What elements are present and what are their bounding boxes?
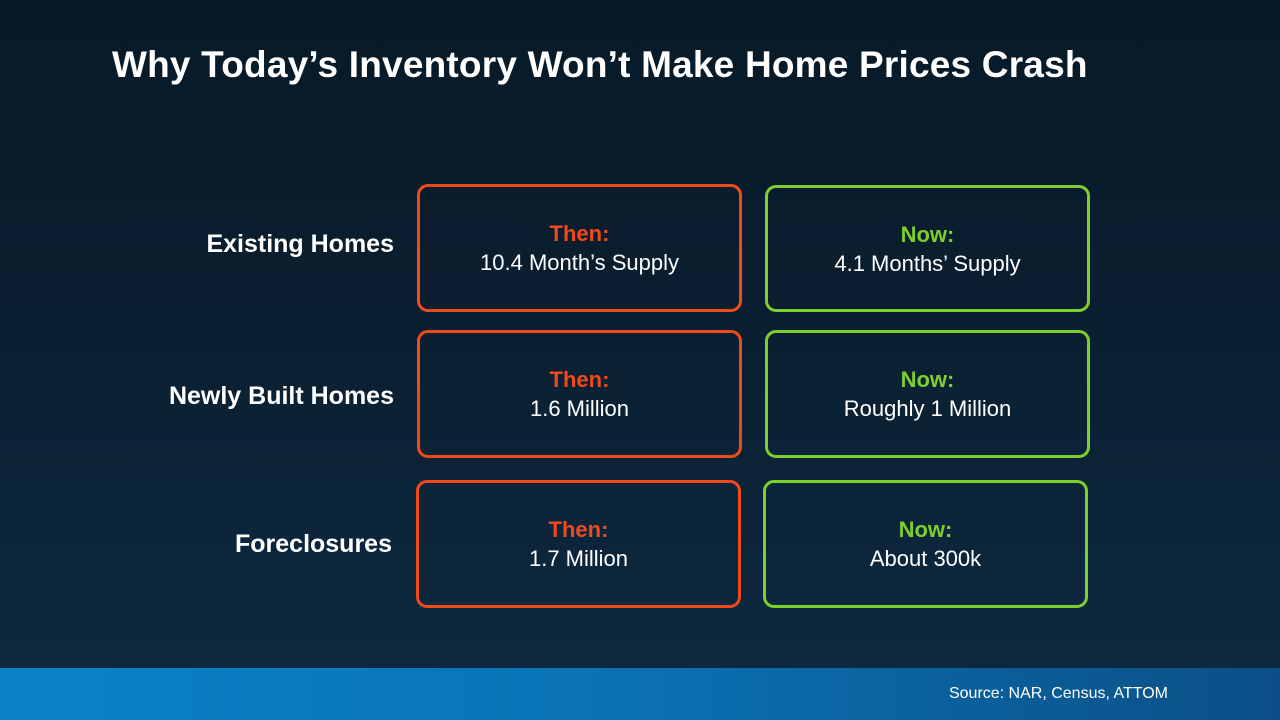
- now-value: Roughly 1 Million: [843, 396, 1012, 421]
- now-heading: Now:: [898, 517, 953, 542]
- footer-band: Source: NAR, Census, ATTOM: [0, 668, 1280, 720]
- then-card-existing-homes: Then: 10.4 Month’s Supply: [417, 184, 742, 312]
- then-value: 10.4 Month’s Supply: [480, 250, 679, 275]
- now-card-newly-built-homes: Now: Roughly 1 Million: [765, 330, 1090, 458]
- now-heading: Now:: [900, 221, 955, 247]
- then-card-newly-built-homes: Then: 1.6 Million: [417, 330, 742, 458]
- now-heading: Now:: [900, 367, 955, 392]
- now-value: 4.1 Months’ Supply: [834, 250, 1021, 276]
- then-heading: Then:: [548, 517, 609, 542]
- row-label-existing-homes: Existing Homes: [206, 230, 394, 258]
- then-heading: Then:: [549, 221, 610, 246]
- then-value: 1.6 Million: [529, 396, 630, 421]
- source-note: Source: NAR, Census, ATTOM: [948, 685, 1168, 702]
- then-heading: Then:: [549, 367, 610, 392]
- row-label-foreclosures: Foreclosures: [234, 530, 392, 558]
- now-value: About 300k: [869, 546, 982, 571]
- now-card-existing-homes: Now: 4.1 Months’ Supply: [765, 185, 1090, 312]
- slide-title: Why Today’s Inventory Won’t Make Home Pr…: [112, 44, 1088, 85]
- then-card-foreclosures: Then: 1.7 Million: [416, 480, 741, 608]
- row-label-newly-built-homes: Newly Built Homes: [168, 382, 394, 410]
- then-value: 1.7 Million: [528, 546, 629, 571]
- now-card-foreclosures: Now: About 300k: [763, 480, 1088, 608]
